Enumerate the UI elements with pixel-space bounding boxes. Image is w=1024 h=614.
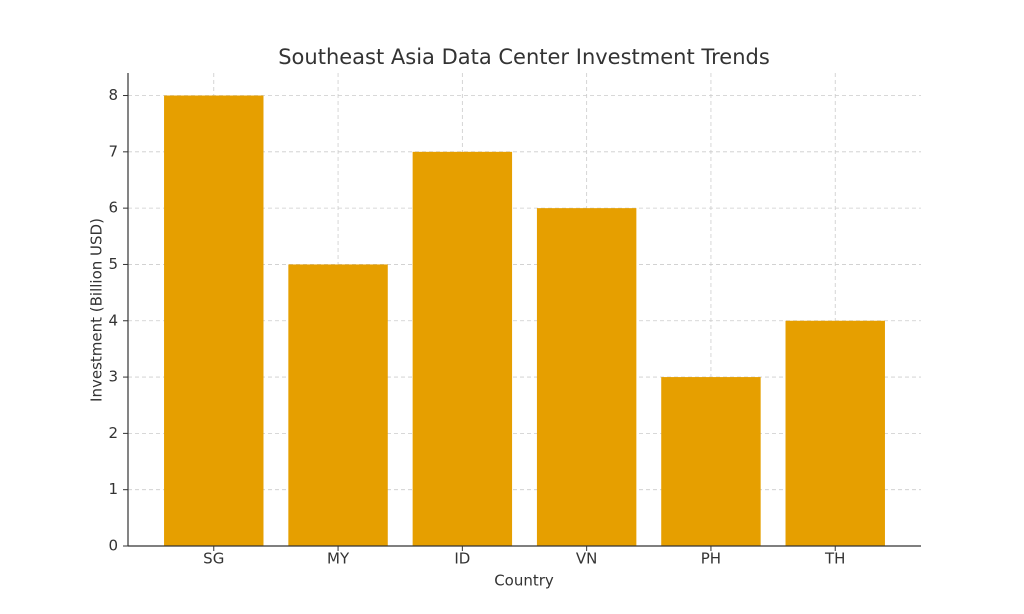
y-axis-label: Investment (Billion USD) <box>88 218 106 402</box>
chart-title: Southeast Asia Data Center Investment Tr… <box>278 45 770 69</box>
y-tick-label: 7 <box>108 142 118 160</box>
y-tick-label: 6 <box>108 199 118 217</box>
y-tick-label: 2 <box>108 424 118 442</box>
x-tick-label: VN <box>576 550 597 568</box>
y-tick-label: 4 <box>108 311 118 329</box>
bar <box>536 208 637 546</box>
bar <box>164 95 264 547</box>
x-tick-label: PH <box>701 550 721 568</box>
x-tick-label: MY <box>327 550 350 568</box>
x-tick-label: ID <box>454 550 470 568</box>
y-tick-label: 5 <box>108 255 118 273</box>
y-tick-label: 1 <box>108 480 118 498</box>
x-axis-label: Country <box>494 572 554 590</box>
y-tick-label: 0 <box>108 537 118 555</box>
x-tick-label: TH <box>824 550 845 568</box>
y-tick-label: 8 <box>108 86 118 104</box>
y-tick-label: 3 <box>108 368 118 386</box>
bar <box>785 320 885 546</box>
bar <box>412 151 513 547</box>
bar <box>661 377 761 546</box>
x-tick-label: SG <box>203 550 224 568</box>
bar <box>288 264 388 546</box>
